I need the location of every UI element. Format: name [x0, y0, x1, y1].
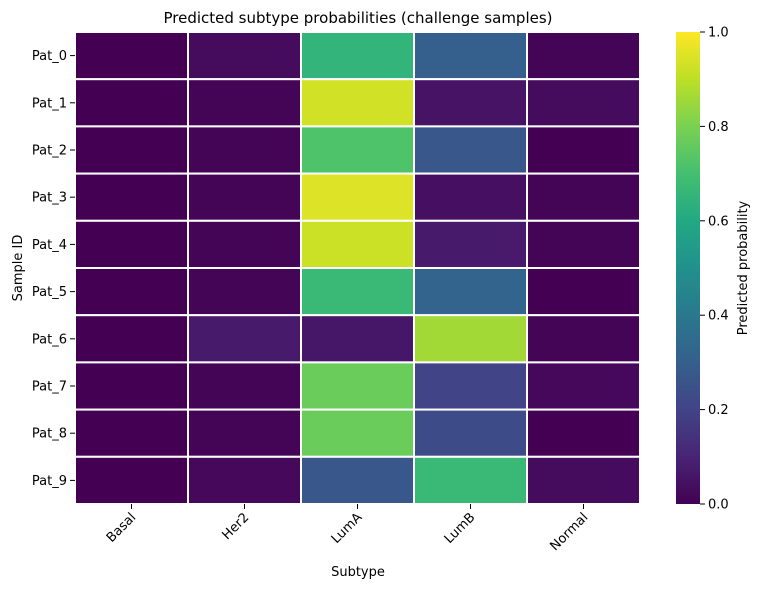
heatmap-cell — [413, 31, 528, 81]
x-axis-label: Subtype — [331, 565, 385, 580]
heatmap-cell — [187, 455, 302, 505]
heatmap-cell — [187, 78, 302, 128]
heatmap-cell — [300, 314, 415, 364]
colorbar-tick-label: 1.0 — [708, 26, 729, 41]
heatmap-cell — [74, 125, 189, 175]
heatmap-cell — [526, 125, 641, 175]
heatmap-cell — [413, 125, 528, 175]
heatmap-cell — [526, 314, 641, 364]
heatmap-cell — [300, 455, 415, 505]
colorbar-label: Predicted probability — [736, 200, 751, 335]
y-tick-label: Pat_5 — [32, 285, 67, 300]
heatmap-cell — [413, 78, 528, 128]
y-tick-label: Pat_1 — [32, 96, 67, 111]
y-tick-label: Pat_8 — [32, 427, 67, 442]
heatmap-cell — [74, 314, 189, 364]
heatmap-cell — [413, 267, 528, 317]
colorbar-tick-label: 0.8 — [708, 120, 729, 135]
heatmap-cell — [300, 78, 415, 128]
heatmap-cell — [526, 31, 641, 81]
heatmap-cell — [526, 219, 641, 270]
heatmap-cell — [74, 361, 189, 411]
heatmap-cell — [300, 267, 415, 317]
y-tick-label: Pat_7 — [32, 380, 67, 395]
heatmap-cell — [413, 172, 528, 222]
x-tick-labels: Basal Her2 LumA LumB Normal — [104, 504, 591, 554]
heatmap-cell — [74, 78, 189, 128]
heatmap-cell — [300, 219, 415, 270]
heatmap-cell — [74, 455, 189, 505]
heatmap-cell — [526, 78, 641, 128]
heatmap-cell — [413, 361, 528, 411]
x-tick-label: Basal — [104, 510, 140, 546]
heatmap-cell — [187, 125, 302, 175]
heatmap-cell — [187, 361, 302, 411]
x-tick-label: Normal — [547, 510, 591, 554]
y-axis-label: Sample ID — [11, 235, 26, 302]
colorbar-ticks: 0.0 0.2 0.4 0.6 0.8 1.0 — [700, 26, 729, 513]
colorbar-tick-label: 0.0 — [708, 498, 729, 513]
colorbar-tick-label: 0.2 — [708, 403, 729, 418]
colorbar-tick-label: 0.4 — [708, 309, 729, 324]
heatmap-cell — [413, 455, 528, 505]
heatmap-cell — [526, 455, 641, 505]
heatmap-cell — [74, 267, 189, 317]
x-tick-label: LumA — [329, 510, 366, 547]
y-tick-label: Pat_3 — [32, 191, 67, 206]
heatmap-cell — [413, 408, 528, 458]
heatmap-cell — [74, 408, 189, 458]
heatmap-cell — [74, 219, 189, 270]
heatmap-cell — [74, 172, 189, 222]
heatmap-cell — [526, 267, 641, 317]
y-tick-labels: Pat_0 Pat_1 Pat_2 Pat_3 Pat_4 Pat_5 Pat_6 Pat_7… — [32, 49, 75, 489]
heatmap-cell — [300, 31, 415, 81]
colorbar — [676, 32, 700, 504]
heatmap-cell — [300, 361, 415, 411]
heatmap-cell — [526, 172, 641, 222]
heatmap-cell — [300, 125, 415, 175]
heatmap-cell — [187, 172, 302, 222]
heatmap-cell — [187, 219, 302, 270]
colorbar-tick-label: 0.6 — [708, 214, 729, 229]
heatmap-cell — [526, 408, 641, 458]
y-tick-label: Pat_4 — [32, 238, 67, 253]
heatmap-cell — [187, 31, 302, 81]
heatmap-cells — [74, 31, 641, 505]
heatmap-cell — [300, 408, 415, 458]
y-tick-label: Pat_0 — [32, 49, 67, 64]
heatmap-cell — [187, 408, 302, 458]
y-tick-label: Pat_9 — [32, 474, 67, 489]
heatmap-cell — [74, 31, 189, 81]
heatmap-cell — [187, 314, 302, 364]
x-tick-label: LumB — [442, 510, 479, 547]
heatmap-cell — [413, 314, 528, 364]
heatmap-cell — [413, 219, 528, 270]
heatmap-cell — [187, 267, 302, 317]
chart-title: Predicted subtype probabilities (challen… — [163, 9, 552, 27]
heatmap-cell — [300, 172, 415, 222]
y-tick-label: Pat_6 — [32, 332, 67, 347]
x-tick-label: Her2 — [220, 510, 253, 543]
y-tick-label: Pat_2 — [32, 144, 67, 159]
heatmap-cell — [526, 361, 641, 411]
